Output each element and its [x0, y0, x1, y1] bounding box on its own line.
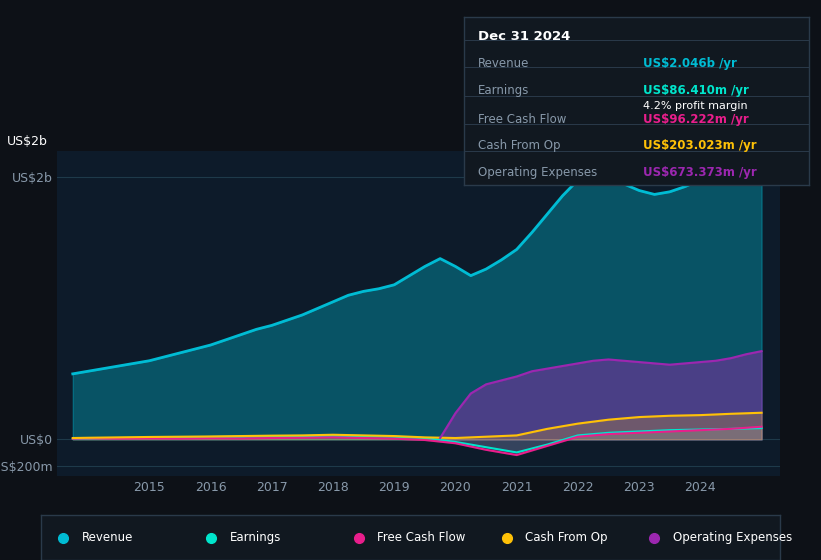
Text: US$96.222m /yr: US$96.222m /yr [643, 113, 749, 125]
Text: US$203.023m /yr: US$203.023m /yr [643, 139, 757, 152]
Text: Revenue: Revenue [82, 531, 133, 544]
Text: Free Cash Flow: Free Cash Flow [478, 113, 566, 125]
Text: US$673.373m /yr: US$673.373m /yr [643, 166, 757, 179]
Text: Free Cash Flow: Free Cash Flow [378, 531, 466, 544]
Text: Operating Expenses: Operating Expenses [673, 531, 792, 544]
Text: US$86.410m /yr: US$86.410m /yr [643, 84, 749, 97]
Text: Earnings: Earnings [230, 531, 281, 544]
Text: Cash From Op: Cash From Op [525, 531, 608, 544]
Text: US$2.046b /yr: US$2.046b /yr [643, 57, 737, 70]
Text: Dec 31 2024: Dec 31 2024 [478, 30, 570, 43]
Text: Revenue: Revenue [478, 57, 529, 70]
Text: US$2b: US$2b [7, 135, 48, 148]
Text: Operating Expenses: Operating Expenses [478, 166, 597, 179]
Text: Earnings: Earnings [478, 84, 529, 97]
Text: 4.2% profit margin: 4.2% profit margin [643, 101, 748, 111]
Text: Cash From Op: Cash From Op [478, 139, 560, 152]
